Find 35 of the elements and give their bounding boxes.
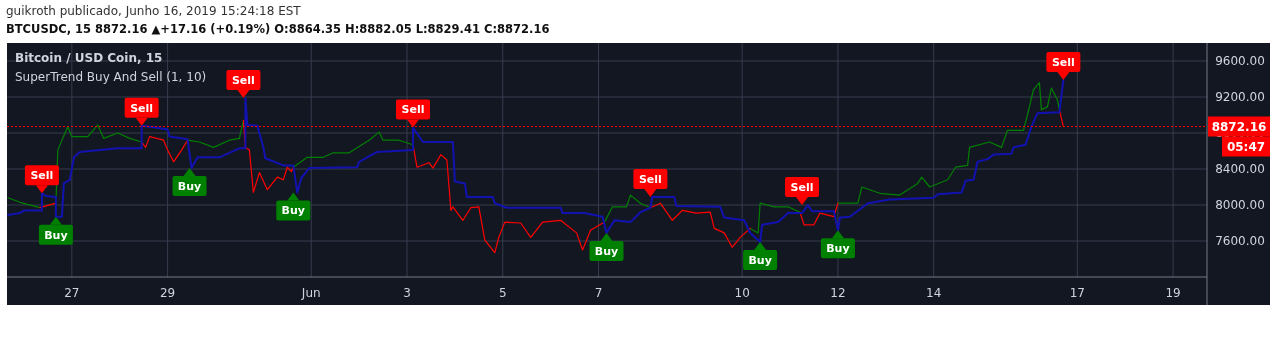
annotation: Sell: [401, 103, 425, 117]
text: guikroth publicado, Junho 16, 2019 15:24:18 EST: [6, 4, 302, 18]
ref-line-label: 8872.16: [1211, 119, 1267, 134]
text: 05:47: [1226, 139, 1266, 154]
annotation: Sell: [1051, 55, 1075, 69]
y-tick-label: 7600.00: [1215, 234, 1265, 249]
x-tick-label: 12: [830, 286, 846, 300]
x-tick-label: 10: [734, 286, 750, 300]
y-tick-label: 9200.00: [1215, 90, 1265, 105]
x-tick-label: 14: [926, 286, 942, 300]
annotation: Buy: [281, 204, 305, 218]
annotation: Buy: [177, 179, 202, 193]
annotation: Buy: [44, 228, 68, 242]
annotation: Sell: [790, 180, 814, 194]
y-tick-label: 8000.00: [1215, 198, 1265, 213]
x-tick-label: 3: [403, 286, 411, 300]
annotation: Sell: [130, 101, 154, 115]
y-tick-label: 8400.00: [1215, 162, 1265, 177]
x-tick-label: 7: [594, 286, 603, 300]
annotation: Buy: [748, 253, 772, 267]
x-tick-label: 17: [1069, 286, 1085, 300]
annotation: Sell: [638, 172, 662, 186]
annotation: Sell: [30, 169, 54, 183]
y-tick-label: 9600.00: [1215, 54, 1265, 69]
x-tick-label: 27: [64, 286, 80, 300]
text: SuperTrend Buy And Sell (1, 10): [15, 70, 207, 84]
text: Bitcoin / USD Coin, 15: [15, 51, 163, 65]
annotation: Buy: [826, 242, 850, 256]
x-tick-label: 29: [159, 286, 176, 300]
x-tick-label: Jun: [300, 286, 321, 300]
x-tick-label: 19: [1165, 286, 1181, 300]
text: BTCUSDC, 15 8872.16 ▲+17.16 (+0.19%) O:8864.35 H:8882.05 L:8829.41 C:8872.16: [6, 22, 550, 36]
annotation: Buy: [594, 244, 619, 258]
annotation: Sell: [231, 73, 255, 87]
x-tick-label: 5: [498, 286, 507, 300]
